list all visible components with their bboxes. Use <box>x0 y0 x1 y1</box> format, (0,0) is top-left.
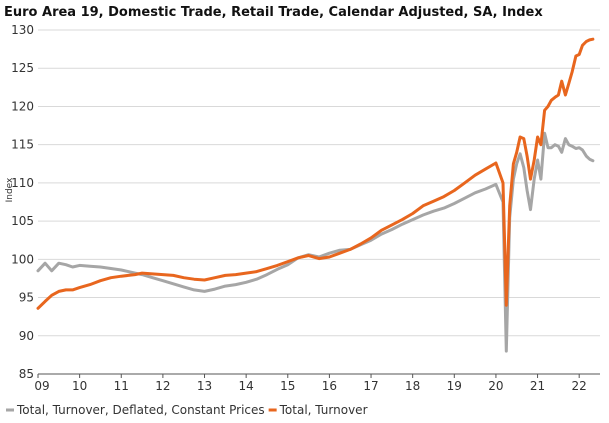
x-tick-label: 16 <box>322 379 337 393</box>
gridlines <box>38 29 600 375</box>
x-tick-label: 19 <box>447 379 462 393</box>
legend-label: Total, Turnover, Deflated, Constant Pric… <box>16 403 265 417</box>
legend: Total, Turnover, Deflated, Constant Pric… <box>6 403 368 417</box>
x-tick-label: 10 <box>72 379 87 393</box>
x-tick-label: 09 <box>34 379 49 393</box>
y-tick-label: 105 <box>11 214 34 228</box>
y-tick-label: 90 <box>19 329 34 343</box>
x-tick-label: 17 <box>363 379 378 393</box>
x-tick-label: 15 <box>280 379 295 393</box>
x-tick-label: 20 <box>488 379 503 393</box>
legend-label: Total, Turnover <box>279 403 368 417</box>
series-line-turnover <box>36 37 595 310</box>
y-tick-label: 130 <box>11 23 34 37</box>
x-tick-label: 18 <box>405 379 420 393</box>
y-tick-label: 100 <box>11 252 34 266</box>
x-tick-label: 12 <box>155 379 170 393</box>
x-tick-label: 21 <box>530 379 545 393</box>
y-tick-label: 125 <box>11 61 34 75</box>
y-tick-label: 95 <box>19 291 34 305</box>
y-axis-ticks: 85 90 95 100 105 110 115 120 125 130 <box>11 23 34 381</box>
y-tick-label: 85 <box>19 367 34 381</box>
y-tick-label: 120 <box>11 99 34 113</box>
series-lines <box>36 37 595 353</box>
y-tick-label: 110 <box>11 176 34 190</box>
x-tick-label: 11 <box>114 379 129 393</box>
x-tick-label: 14 <box>239 379 254 393</box>
x-tick-label: 22 <box>572 379 587 393</box>
x-axis-ticks: 09 10 11 12 13 14 15 16 17 18 19 20 21 22 <box>34 374 587 393</box>
y-axis-label: Index <box>5 177 15 202</box>
y-tick-label: 115 <box>11 138 34 152</box>
chart-title: Euro Area 19, Domestic Trade, Retail Tra… <box>4 5 543 20</box>
x-tick-label: 13 <box>197 379 212 393</box>
